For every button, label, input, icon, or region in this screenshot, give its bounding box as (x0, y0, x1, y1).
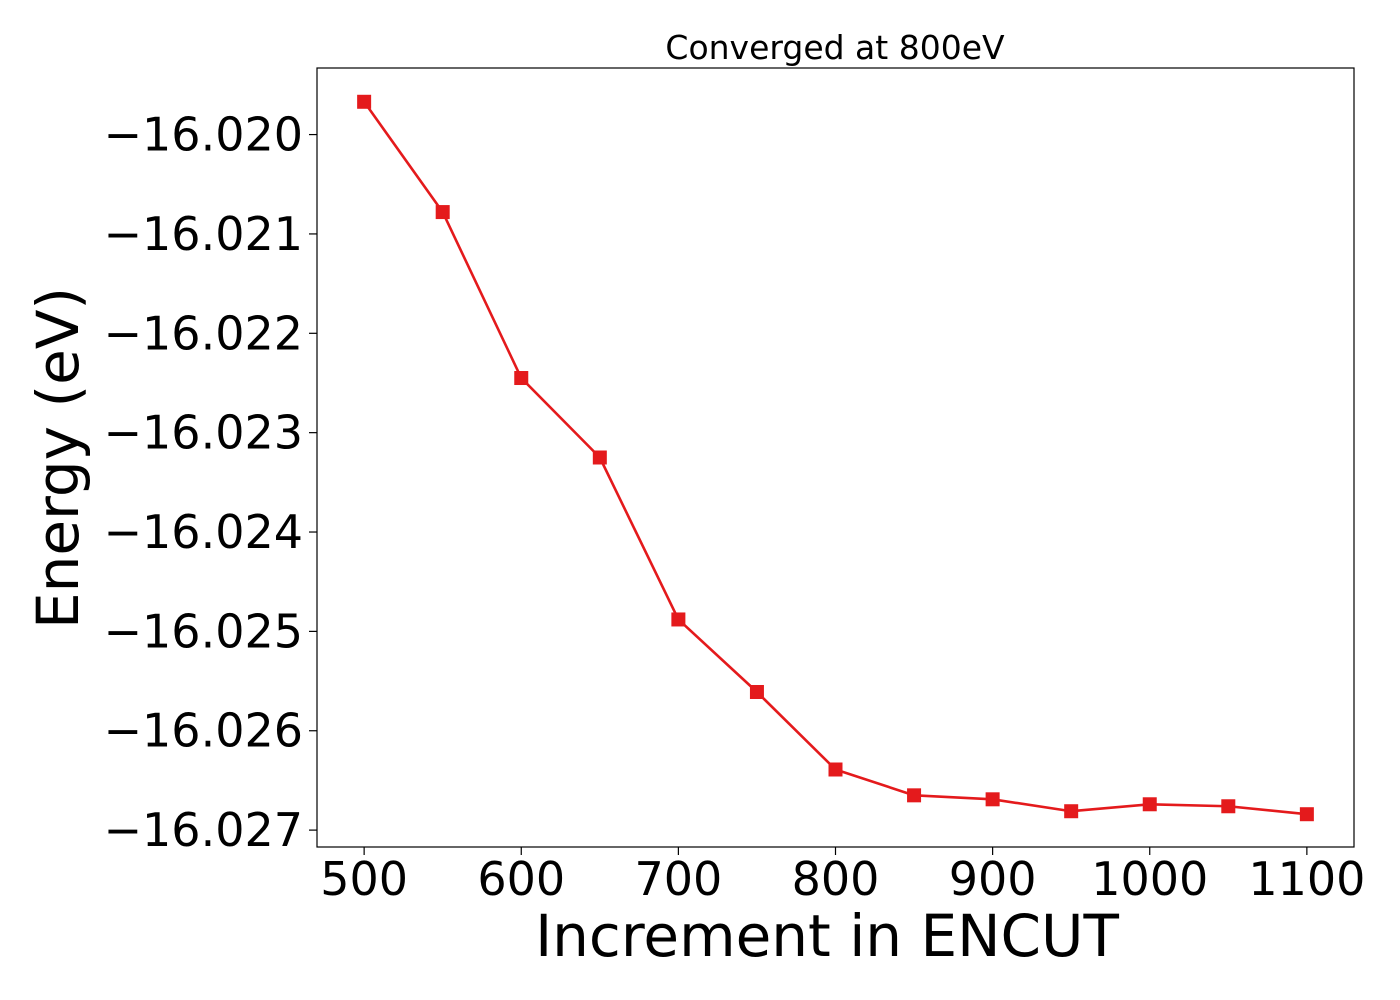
data-point-marker (1299, 807, 1314, 822)
x-axis-ticks: 500 600 700 800 900 1000 1100 (320, 847, 1365, 906)
x-tick-label: 500 (320, 852, 408, 906)
y-tick-label: −16.027 (104, 803, 304, 857)
x-axis-label: Increment in ENCUT (535, 902, 1119, 970)
chart-title: Converged at 800eV (665, 28, 1005, 67)
x-tick-label: 600 (477, 852, 565, 906)
data-point-marker (514, 371, 529, 386)
data-point-marker (985, 792, 1000, 807)
data-point-marker (749, 684, 764, 699)
y-tick-label: −16.020 (104, 108, 304, 162)
series-layer (357, 94, 1314, 822)
data-point-marker (671, 612, 686, 627)
data-point-marker (1142, 797, 1157, 812)
y-axis-ticks: −16.020 −16.021 −16.022 −16.023 −16.024 −16.0… (104, 108, 317, 857)
y-tick-label: −16.021 (104, 207, 304, 261)
x-tick-label: 1000 (1091, 852, 1208, 906)
x-tick-label: 900 (949, 852, 1037, 906)
series-line (363, 101, 1307, 816)
data-point-marker (435, 205, 450, 220)
x-tick-label: 700 (634, 852, 722, 906)
x-tick-label: 800 (792, 852, 880, 906)
data-point-marker (592, 450, 607, 465)
data-point-marker (1221, 799, 1236, 814)
data-point-marker (828, 762, 843, 777)
data-point-marker (357, 94, 372, 109)
data-point-marker (907, 788, 922, 803)
y-tick-label: −16.022 (104, 306, 304, 360)
data-point-marker (1064, 804, 1079, 819)
y-tick-label: −16.023 (104, 406, 304, 460)
y-axis-label: Energy (eV) (24, 287, 92, 629)
y-tick-label: −16.026 (104, 704, 304, 758)
y-tick-label: −16.024 (104, 505, 304, 559)
y-tick-label: −16.025 (104, 604, 304, 658)
plot-area-frame (316, 67, 1355, 848)
x-tick-label: 1100 (1248, 852, 1365, 906)
